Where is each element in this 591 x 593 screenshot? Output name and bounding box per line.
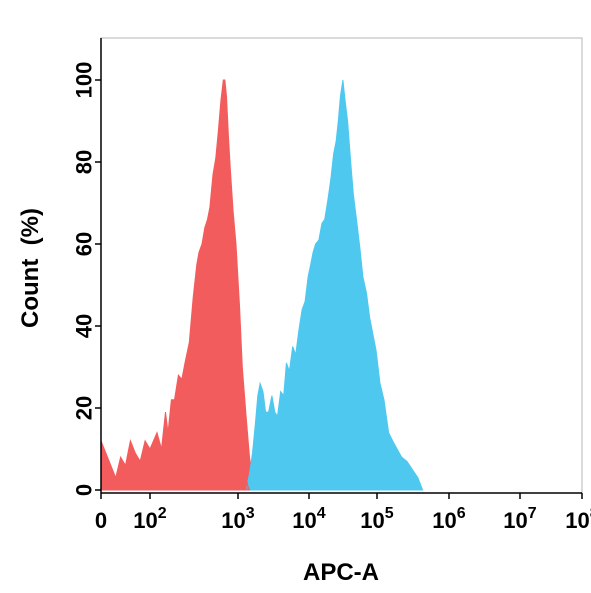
histogram-series-3	[138, 432, 251, 491]
axis-layer	[95, 37, 583, 499]
histogram-series-2	[245, 79, 424, 491]
y-tick-label: 40	[72, 314, 97, 338]
x-tick-label: 103	[221, 505, 254, 533]
x-tick-label: 105	[360, 505, 393, 533]
series-layer	[100, 79, 424, 491]
x-tick-label: 0	[95, 508, 107, 533]
x-tick-label: 107	[503, 505, 536, 533]
x-tick-label: 102	[133, 505, 166, 533]
x-tick-label: 104	[292, 505, 325, 533]
y-tick-label: 60	[72, 232, 97, 256]
y-tick-label: 0	[72, 484, 97, 496]
y-tick-label: 20	[72, 396, 97, 420]
y-tick-label: 100	[72, 62, 97, 99]
y-tick-label: 80	[72, 150, 97, 174]
x-tick-label: 106	[432, 505, 465, 533]
x-tick-label: 108	[565, 505, 591, 533]
y-axis-title: Count (%)	[17, 208, 44, 328]
x-axis-title: APC-A	[303, 559, 379, 586]
label-layer: 0 20 40 60 80 100 0 102 103 104 105 106 107 108	[72, 62, 591, 533]
histogram-series-1	[100, 79, 257, 491]
